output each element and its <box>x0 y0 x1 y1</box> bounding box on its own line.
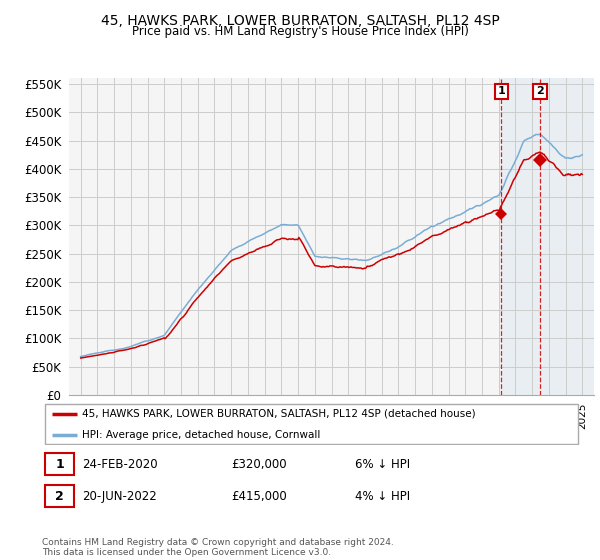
Text: 20-JUN-2022: 20-JUN-2022 <box>83 490 157 503</box>
Text: 24-FEB-2020: 24-FEB-2020 <box>83 458 158 470</box>
Text: 1: 1 <box>55 458 64 470</box>
Text: 45, HAWKS PARK, LOWER BURRATON, SALTASH, PL12 4SP: 45, HAWKS PARK, LOWER BURRATON, SALTASH,… <box>101 14 499 28</box>
Text: HPI: Average price, detached house, Cornwall: HPI: Average price, detached house, Corn… <box>83 430 321 440</box>
Text: £320,000: £320,000 <box>231 458 287 470</box>
Text: 45, HAWKS PARK, LOWER BURRATON, SALTASH, PL12 4SP (detached house): 45, HAWKS PARK, LOWER BURRATON, SALTASH,… <box>83 409 476 419</box>
Bar <box>501 78 594 395</box>
Text: 4% ↓ HPI: 4% ↓ HPI <box>355 490 410 503</box>
Text: 1: 1 <box>497 86 505 96</box>
Text: 2: 2 <box>536 86 544 96</box>
FancyBboxPatch shape <box>45 486 74 507</box>
Text: £415,000: £415,000 <box>231 490 287 503</box>
Text: Contains HM Land Registry data © Crown copyright and database right 2024.
This d: Contains HM Land Registry data © Crown c… <box>42 538 394 557</box>
FancyBboxPatch shape <box>45 404 578 444</box>
FancyBboxPatch shape <box>45 453 74 475</box>
Text: 6% ↓ HPI: 6% ↓ HPI <box>355 458 410 470</box>
Text: 2: 2 <box>55 490 64 503</box>
Text: Price paid vs. HM Land Registry's House Price Index (HPI): Price paid vs. HM Land Registry's House … <box>131 25 469 38</box>
